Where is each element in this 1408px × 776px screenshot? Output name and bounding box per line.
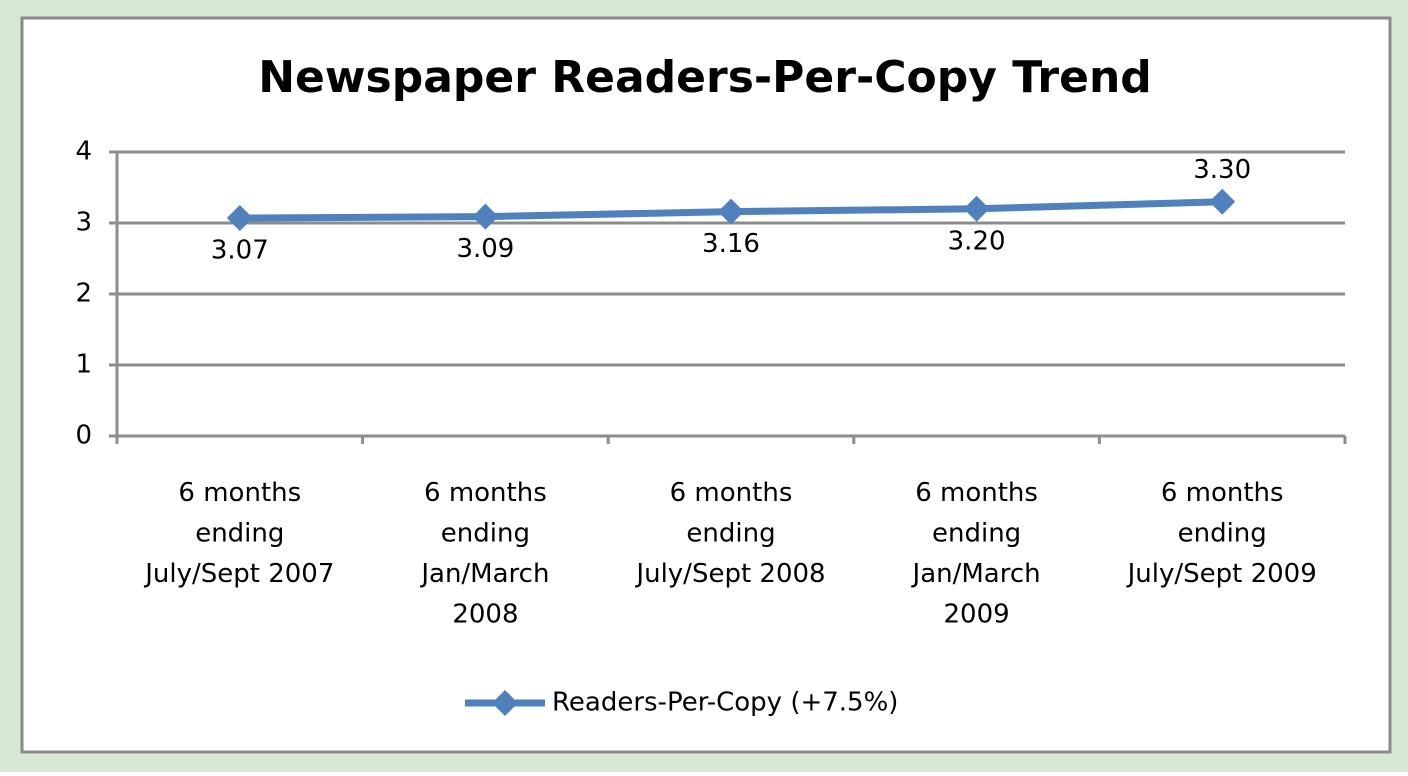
y-tick-label: 4 — [75, 137, 92, 167]
x-tick-line: 6 months — [670, 478, 793, 508]
x-tick-line: Jan/March — [911, 559, 1041, 589]
data-point — [1209, 188, 1236, 215]
x-tick-label: 6 months ending Jan/March 2008 — [419, 478, 549, 630]
x-tick-line: 6 months — [178, 478, 301, 508]
x-tick-line: July/Sept 2009 — [1126, 559, 1317, 589]
x-tick-line: ending — [441, 518, 530, 548]
x-tick-line: 2009 — [944, 599, 1010, 629]
x-tick-line: ending — [1178, 518, 1267, 548]
data-label: 3.16 — [702, 229, 760, 259]
x-tick-label: 6 months ending July/Sept 2009 — [1126, 478, 1317, 589]
x-tick-line: 6 months — [915, 478, 1038, 508]
x-tick-label: 6 months ending July/Sept 2007 — [143, 478, 334, 589]
data-label: 3.30 — [1193, 155, 1251, 185]
data-label: 3.20 — [948, 226, 1006, 256]
x-tick-line: ending — [686, 518, 775, 548]
data-point — [718, 198, 744, 225]
x-tick-label: 6 months ending July/Sept 2008 — [634, 478, 825, 589]
data-label: 3.09 — [456, 234, 514, 264]
legend-marker — [492, 690, 518, 716]
x-tick-line: July/Sept 2007 — [143, 559, 334, 589]
y-tick-label: 1 — [75, 350, 92, 380]
y-tick-label: 3 — [75, 208, 92, 238]
x-tick-line: ending — [195, 518, 284, 548]
data-point — [472, 203, 499, 230]
data-point — [226, 205, 253, 232]
y-tick-label: 2 — [75, 279, 92, 309]
chart-title: Newspaper Readers-Per-Copy Trend — [258, 52, 1152, 103]
x-tick-line: July/Sept 2008 — [634, 559, 825, 589]
y-tick-label: 0 — [75, 421, 92, 451]
chart-panel — [20, 16, 1392, 754]
legend-label: Readers-Per-Copy (+7.5%) — [552, 688, 898, 718]
x-tick-line: ending — [932, 518, 1021, 548]
x-tick-line: Jan/March — [419, 559, 549, 589]
x-tick-line: 6 months — [424, 478, 547, 508]
data-point — [963, 195, 990, 222]
x-tick-line: 6 months — [1161, 478, 1284, 508]
x-tick-line: 2008 — [452, 599, 518, 629]
data-label: 3.07 — [211, 236, 269, 266]
x-tick-label: 6 months ending Jan/March 2009 — [911, 478, 1041, 630]
